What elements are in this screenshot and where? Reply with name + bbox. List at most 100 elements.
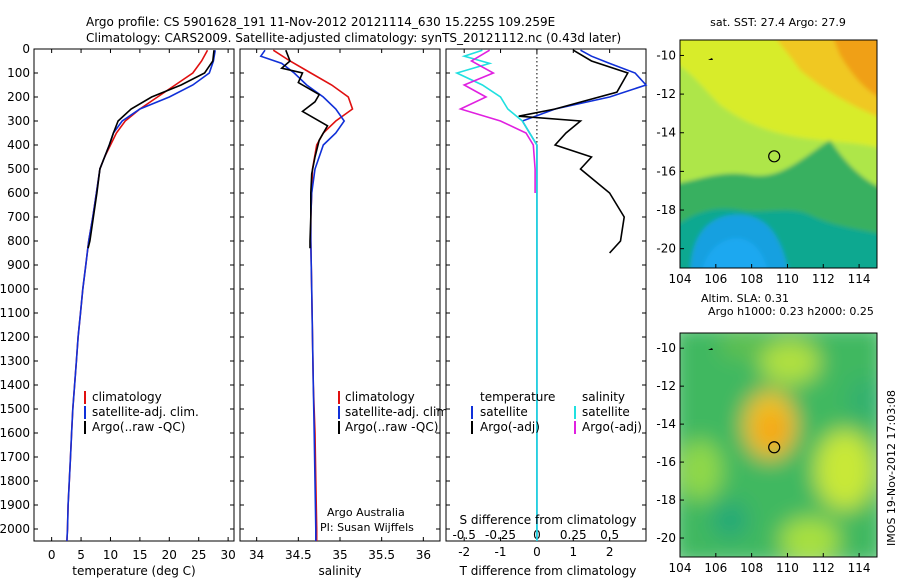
x-tick-label: 20 xyxy=(162,548,177,562)
x-tick-label: 35.5 xyxy=(368,548,395,562)
depth-tick-label: 200 xyxy=(7,90,30,104)
x-tick-label: 10 xyxy=(103,548,118,562)
salinity-legend: climatology satellite-adj. clim. Argo(..… xyxy=(338,390,452,434)
salinity-tick-labels: 34 34.5 35 35.5 36 xyxy=(240,48,440,562)
depth-tick-label: 700 xyxy=(7,210,30,224)
temperature-lines xyxy=(66,49,216,542)
legend-t-argo-label: Argo(-adj) xyxy=(480,420,540,434)
temperature-xlabel: temperature (deg C) xyxy=(72,564,195,578)
depth-tick-label: 900 xyxy=(7,258,30,272)
depth-tick-label: 600 xyxy=(7,186,30,200)
sla-map-ticks: 104 106 108 110 112 114 -10 -12 -14 -16 -18 -20 xyxy=(656,341,870,575)
map-x-tick-label: 106 xyxy=(704,272,727,286)
series-line-argo-raw-qc- xyxy=(279,49,329,249)
depth-tick-label: 2000 xyxy=(0,522,30,536)
sla-map-title: Altim. SLA: 0.31 xyxy=(701,292,789,305)
x-tick-label: 15 xyxy=(132,548,147,562)
x-tick-label: 5 xyxy=(77,548,85,562)
sla-field xyxy=(680,333,877,557)
s-tick-label: -0.5 xyxy=(452,528,475,542)
depth-tick-label: 1900 xyxy=(0,498,30,512)
sst-map-title: sat. SST: 27.4 Argo: 27.9 xyxy=(710,16,846,29)
sla-map-panel: Altim. SLA: 0.31 Argo h1000: 0.23 h2000:… xyxy=(656,292,878,575)
map-x-tick-label: 114 xyxy=(848,561,871,575)
salinity-axes-frame xyxy=(239,48,441,542)
credit-stamp: IMOS 19-Nov-2012 17:03:08 xyxy=(885,390,898,546)
temperature-legend: climatology satellite-adj. clim. Argo(..… xyxy=(84,390,199,434)
salinity-panel: 34 34.5 35 35.5 36 salinity climatology sate… xyxy=(239,48,452,578)
map-y-tick-label: -18 xyxy=(656,203,676,217)
salinity-xlabel: salinity xyxy=(318,564,361,578)
temperature-axes-frame xyxy=(33,48,235,542)
map-y-tick-label: -12 xyxy=(656,87,676,101)
map-y-tick-label: -14 xyxy=(656,126,676,140)
depth-tick-label: 500 xyxy=(7,162,30,176)
depth-tick-label: 0 xyxy=(22,42,30,56)
x-tick-label: 0 xyxy=(533,545,541,559)
s-tick-label: -0.25 xyxy=(485,528,516,542)
legend-argo-label: Argo(..raw -QC) xyxy=(345,420,438,434)
legend-s-satellite-label: satellite xyxy=(582,405,630,419)
map-x-tick-label: 110 xyxy=(776,272,799,286)
map-x-tick-label: 104 xyxy=(669,272,692,286)
legend-temperature-title: temperature xyxy=(480,390,555,404)
temperature-panel: 0100200300400500600700800900100011001200… xyxy=(0,42,236,578)
map-y-tick-label: -12 xyxy=(656,379,676,393)
depth-tick-label: 1100 xyxy=(0,306,30,320)
x-tick-label: 2 xyxy=(606,545,614,559)
depth-tick-label: 100 xyxy=(7,66,30,80)
series-line-argo-raw-qc- xyxy=(87,50,215,249)
t-difference-tick-labels: -2 -1 0 1 2 xyxy=(446,48,646,559)
x-tick-label: -1 xyxy=(495,545,507,559)
argo-location-marker xyxy=(768,441,781,454)
argo-location-marker xyxy=(768,150,781,163)
x-tick-label: 0 xyxy=(48,548,56,562)
depth-tick-label: 1000 xyxy=(0,282,30,296)
map-y-tick-label: -20 xyxy=(656,531,676,545)
legend-satellite-label: satellite-adj. clim. xyxy=(345,405,452,419)
x-tick-label: 36 xyxy=(416,548,431,562)
x-tick-label: 30 xyxy=(220,548,235,562)
s-tick-label: 0.5 xyxy=(600,528,619,542)
sst-field xyxy=(680,40,877,268)
temperature-tick-labels: 0 5 10 15 20 25 30 xyxy=(34,48,236,562)
map-y-tick-label: -18 xyxy=(656,493,676,507)
series-line-satellite xyxy=(454,49,538,541)
float-operator-annotation: Argo Australia xyxy=(327,506,405,519)
depth-tick-label: 800 xyxy=(7,234,30,248)
map-x-tick-label: 112 xyxy=(812,272,835,286)
depth-tick-label: 1800 xyxy=(0,474,30,488)
depth-tick-label: 1500 xyxy=(0,402,30,416)
series-line-satellite-adj-clim- xyxy=(66,50,216,542)
difference-panel: -2 -1 0 1 2 -0.5 -0.25 0 0.25 0.5 S difference f… xyxy=(445,48,648,578)
x-tick-label: 1 xyxy=(569,545,577,559)
map-y-tick-label: -16 xyxy=(656,164,676,178)
depth-tick-label: 1200 xyxy=(0,330,30,344)
sst-map-panel: sat. SST: 27.4 Argo: 27.9 104 106 108 110 11… xyxy=(656,16,878,286)
depth-tick-label: 1600 xyxy=(0,426,30,440)
x-tick-label: 34.5 xyxy=(285,548,312,562)
map-y-tick-label: -16 xyxy=(656,455,676,469)
series-line-argo-adj- xyxy=(458,49,536,193)
depth-tick-label: 400 xyxy=(7,138,30,152)
depth-tick-label: 300 xyxy=(7,114,30,128)
legend-climatology-label: climatology xyxy=(345,390,415,404)
salinity-lines xyxy=(259,49,354,541)
map-x-tick-label: 114 xyxy=(848,272,871,286)
map-y-tick-label: -14 xyxy=(656,417,676,431)
sst-map-ticks: 104 106 108 110 112 114 -10 -12 -14 -16 -18 -20 xyxy=(656,48,870,286)
t-difference-xlabel: T difference from climatology xyxy=(459,564,637,578)
map-x-tick-label: 108 xyxy=(740,561,763,575)
s-tick-label: 0.25 xyxy=(560,528,587,542)
map-x-tick-label: 106 xyxy=(704,561,727,575)
legend-t-satellite-label: satellite xyxy=(480,405,528,419)
header-line-1: Argo profile: CS 5901628_191 11-Nov-2012… xyxy=(86,15,555,29)
map-x-tick-label: 104 xyxy=(669,561,692,575)
x-tick-label: 25 xyxy=(191,548,206,562)
coast-marker-icon xyxy=(708,348,713,350)
legend-salinity-title: salinity xyxy=(582,390,625,404)
map-y-tick-label: -10 xyxy=(656,341,676,355)
series-line-satellite-adj-clim- xyxy=(259,49,346,541)
difference-axes-frame xyxy=(445,48,647,542)
